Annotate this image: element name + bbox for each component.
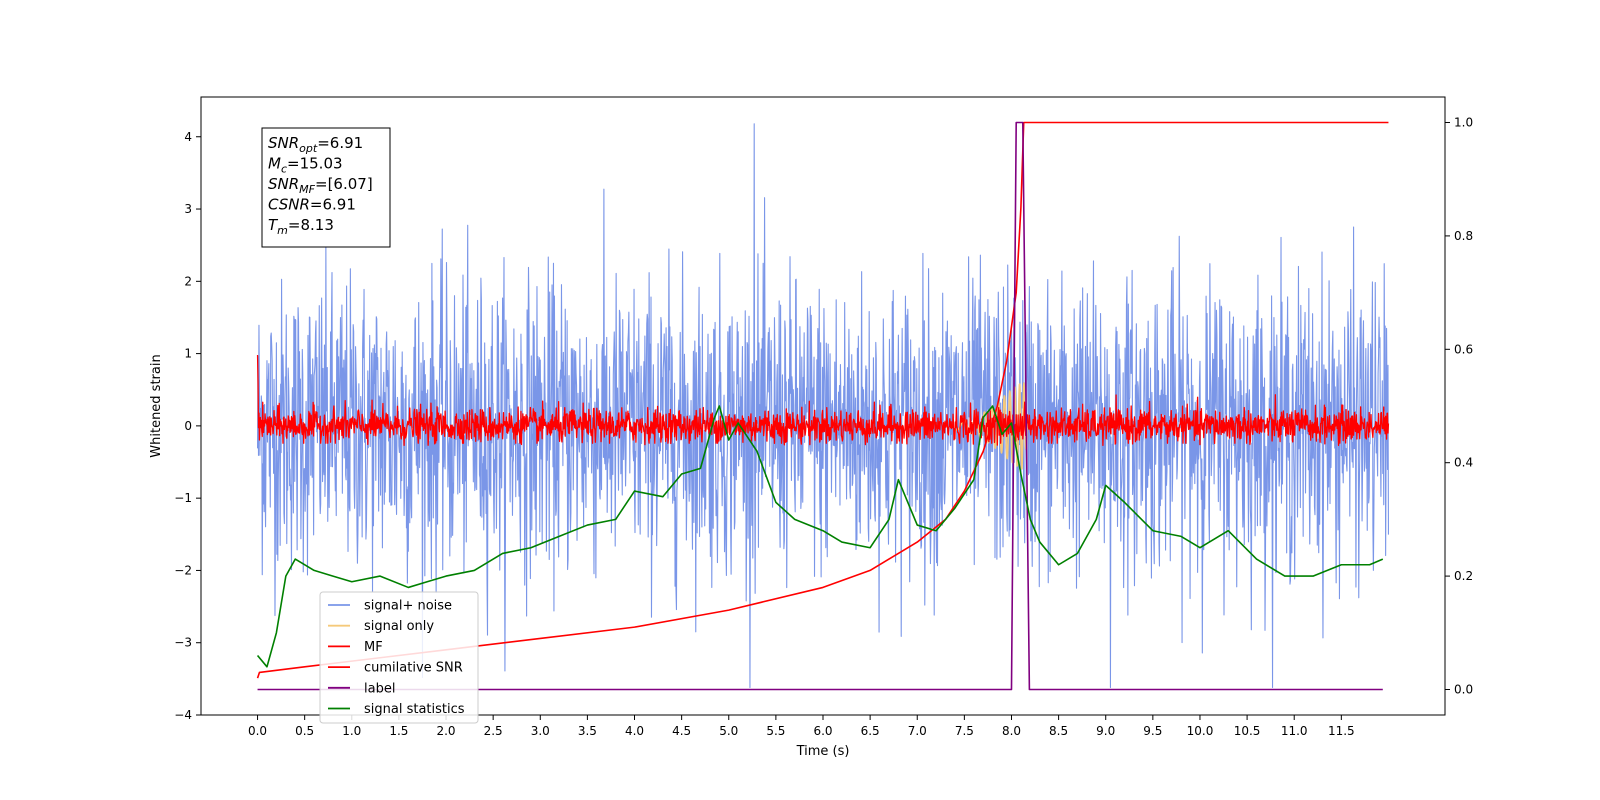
info-box: SNRopt=6.91Mc=15.03SNRMF=[6.07]CSNR=6.91… xyxy=(261,127,391,248)
info-value: =8.13 xyxy=(288,216,334,234)
y-tick-label-6: 2 xyxy=(184,274,192,288)
y-tick-label-1: −3 xyxy=(174,636,192,650)
info-subscript: MF xyxy=(299,183,315,196)
y2-tick-label-1: 0.2 xyxy=(1454,569,1473,583)
x-tick-label-10: 5.0 xyxy=(719,724,738,738)
legend: signal+ noise signal only MF cumilative SNR… xyxy=(319,591,479,724)
series-line-0 xyxy=(257,123,1389,689)
x-tick-label-12: 6.0 xyxy=(813,724,832,738)
info-value: =15.03 xyxy=(287,155,343,173)
info-symbol: M xyxy=(268,155,281,173)
x-axis: 0.0 0.5 1.0 1.5 2.0 2.5 3.0 3.5 4.0 4.5 5.0 5.5 6.0 6… xyxy=(248,715,1355,738)
info-line-1: Mc=15.03 xyxy=(268,155,343,176)
info-symbol: SNR xyxy=(268,175,299,193)
y2-tick-label-0: 0.0 xyxy=(1454,682,1473,696)
y-axis-right: 0.0 0.2 0.4 0.6 0.8 1.0 xyxy=(1445,116,1473,696)
info-subscript: c xyxy=(281,163,287,176)
info-symbol: CSNR xyxy=(268,196,310,214)
x-tick-label-7: 3.5 xyxy=(578,724,597,738)
info-symbol: SNR xyxy=(268,134,299,152)
y2-tick-label-2: 0.4 xyxy=(1454,456,1473,470)
x-tick-label-22: 11.0 xyxy=(1281,724,1308,738)
info-line-2: SNRMF=[6.07] xyxy=(268,175,373,196)
y2-tick-label-4: 0.8 xyxy=(1454,229,1473,243)
series-line-5 xyxy=(256,405,1384,668)
legend-label-0: signal+ noise xyxy=(364,599,452,614)
info-subscript: m xyxy=(277,224,288,237)
x-tick-label-15: 7.5 xyxy=(955,724,974,738)
legend-frame xyxy=(319,591,479,724)
y-tick-label-0: −4 xyxy=(174,708,192,722)
x-tick-label-1: 0.5 xyxy=(295,724,314,738)
x-tick-label-2: 1.0 xyxy=(342,724,361,738)
info-value: =6.91 xyxy=(317,134,363,152)
y-tick-label-3: −1 xyxy=(174,491,192,505)
x-tick-label-3: 1.5 xyxy=(389,724,408,738)
y2-tick-label-3: 0.6 xyxy=(1454,342,1473,356)
info-symbol: T xyxy=(268,216,279,234)
y-tick-label-2: −2 xyxy=(174,563,192,577)
info-line-3: CSNR=6.91 xyxy=(268,196,356,214)
x-axis-label: Time (s) xyxy=(796,744,850,759)
x-tick-label-18: 9.0 xyxy=(1096,724,1115,738)
x-tick-label-11: 5.5 xyxy=(766,724,785,738)
x-tick-label-6: 3.0 xyxy=(531,724,550,738)
info-box-frame xyxy=(261,127,391,248)
legend-label-2: MF xyxy=(364,640,383,655)
x-tick-label-4: 2.0 xyxy=(436,724,455,738)
y-axis-label: Whitened strain xyxy=(149,354,164,457)
info-line-4: Tm=8.13 xyxy=(268,216,334,237)
x-tick-label-21: 10.5 xyxy=(1234,724,1261,738)
series-line-2 xyxy=(256,355,1390,447)
legend-label-1: signal only xyxy=(364,619,434,634)
y-axis-left: −4 −3 −2 −1 0 1 2 3 4 xyxy=(174,130,201,722)
x-tick-label-23: 11.5 xyxy=(1328,724,1355,738)
y2-tick-label-5: 1.0 xyxy=(1454,116,1473,130)
info-value: =[6.07] xyxy=(315,175,373,193)
x-tick-label-17: 8.5 xyxy=(1049,724,1068,738)
x-tick-label-20: 10.0 xyxy=(1187,724,1214,738)
x-tick-label-19: 9.5 xyxy=(1143,724,1162,738)
x-tick-label-16: 8.0 xyxy=(1002,724,1021,738)
info-value: =6.91 xyxy=(310,196,356,214)
info-subscript: opt xyxy=(299,142,318,155)
legend-label-5: signal statistics xyxy=(364,702,465,717)
x-tick-label-0: 0.0 xyxy=(248,724,267,738)
series-line-4 xyxy=(257,121,1383,691)
x-tick-label-9: 4.5 xyxy=(672,724,691,738)
y-tick-label-7: 3 xyxy=(184,202,192,216)
x-tick-label-5: 2.5 xyxy=(484,724,503,738)
y-tick-label-5: 1 xyxy=(184,347,192,361)
legend-label-3: cumilative SNR xyxy=(364,661,463,676)
y-tick-label-4: 0 xyxy=(184,419,192,433)
info-line-0: SNRopt=6.91 xyxy=(268,134,363,155)
x-tick-label-13: 6.5 xyxy=(861,724,880,738)
x-tick-label-14: 7.0 xyxy=(908,724,927,738)
y-tick-label-8: 4 xyxy=(184,130,192,144)
legend-label-4: label xyxy=(364,681,395,696)
x-tick-label-8: 4.0 xyxy=(625,724,644,738)
